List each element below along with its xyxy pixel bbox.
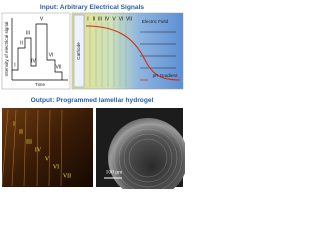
figure: Input: Arbitrary Electrical Signals Inte… <box>1 4 185 189</box>
step-label: II <box>20 40 23 46</box>
x-label: Time <box>35 82 45 87</box>
sem-sample <box>108 118 185 189</box>
field-label: Electric Field <box>142 19 169 24</box>
photo-label: VII <box>63 173 71 179</box>
gradient-label: pH Gradient <box>153 73 178 78</box>
photo-bands <box>1 109 63 187</box>
step-label: III <box>26 30 30 36</box>
step-label: I <box>14 62 15 68</box>
column-label: V <box>112 16 116 22</box>
column-label: IV <box>105 16 110 22</box>
column-label: II <box>93 16 96 22</box>
schematic: Cathode I II III IV V VI VII Electric Fi… <box>71 12 184 90</box>
photo-label: II <box>19 129 23 135</box>
photo-label: I <box>13 121 15 127</box>
step-label: V <box>40 16 44 22</box>
photo-label: V <box>45 156 50 162</box>
photo <box>2 108 93 187</box>
column-label: III <box>98 16 102 22</box>
lamellae <box>89 22 127 87</box>
sem-panel: 100 μm <box>96 108 185 189</box>
photo-label: IV <box>35 147 42 153</box>
signal-line <box>12 23 63 80</box>
photo-label: III <box>26 139 32 145</box>
step-label: VI <box>49 52 54 58</box>
field-arrows <box>140 31 176 69</box>
signal-plot: Intensity of electrical signal Time I II… <box>1 12 71 90</box>
column-label: I <box>87 16 88 22</box>
y-label: Intensity of electrical signal <box>4 22 9 77</box>
photo-panel: I II III IV V VI VII <box>1 108 93 187</box>
ph-curve <box>85 25 181 81</box>
cathode-plate <box>73 14 85 88</box>
column-label: VII <box>126 16 132 22</box>
photo-label: VI <box>53 164 59 170</box>
sem-rings <box>113 123 183 189</box>
output-title: Output: Programmed lamellar hydrogel <box>31 97 154 104</box>
scale-label: 100 μm <box>106 169 124 175</box>
step-label: IV <box>31 58 36 64</box>
column-label: VI <box>119 16 124 22</box>
step-label: VII <box>55 64 61 70</box>
cathode-label: Cathode <box>76 42 81 60</box>
input-title: Input: Arbitrary Electrical Signals <box>40 4 145 11</box>
